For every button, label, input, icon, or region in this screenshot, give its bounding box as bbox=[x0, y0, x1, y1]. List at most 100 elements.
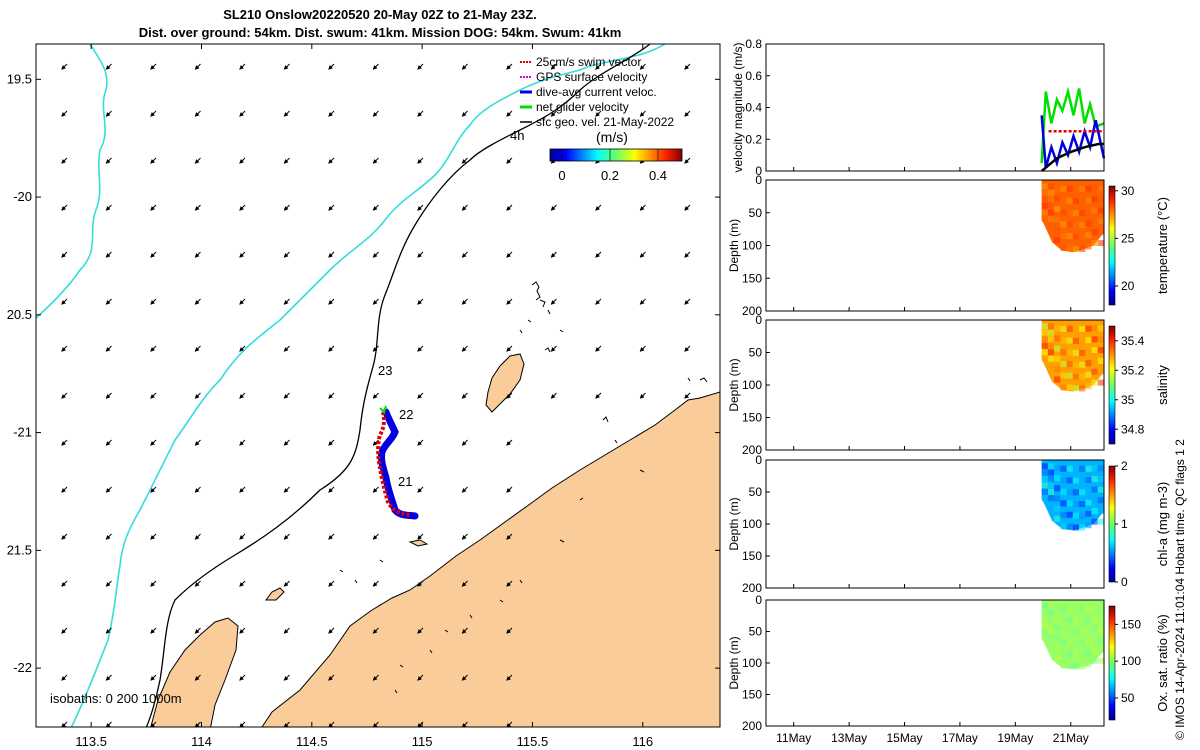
section-cell bbox=[1066, 651, 1073, 657]
velocity-arrowhead bbox=[61, 206, 66, 211]
velocity-arrowhead bbox=[105, 582, 111, 587]
velocity-arrowhead bbox=[461, 159, 467, 164]
section-cell bbox=[1054, 505, 1061, 512]
colorbar-tick-label: 35.2 bbox=[1121, 363, 1145, 377]
velocity-arrowhead bbox=[461, 676, 467, 681]
land-small-islets bbox=[339, 281, 708, 694]
section-cell bbox=[1066, 337, 1073, 344]
velocity-arrowhead bbox=[194, 676, 200, 681]
velocity-arrowhead bbox=[105, 159, 111, 164]
velocity-arrowhead bbox=[461, 65, 467, 70]
velocity-arrowhead bbox=[328, 347, 333, 352]
section-cell bbox=[1054, 634, 1061, 641]
section-cell bbox=[1085, 337, 1092, 344]
section-cell bbox=[1091, 465, 1098, 472]
depth-y-tick-label: 200 bbox=[742, 443, 762, 457]
section-cell bbox=[1066, 244, 1073, 251]
depth-y-tick-label: 50 bbox=[749, 346, 763, 360]
section-cell bbox=[1097, 476, 1104, 482]
velocity-arrowhead bbox=[461, 629, 467, 634]
section-cell bbox=[1085, 243, 1092, 250]
velocity-arrowhead bbox=[150, 629, 155, 634]
velocity-arrowhead bbox=[105, 441, 111, 446]
velocity-arrowhead bbox=[639, 65, 645, 70]
section-cell bbox=[1085, 220, 1092, 227]
velocity-arrowhead bbox=[61, 488, 66, 493]
section-cell bbox=[1079, 361, 1086, 368]
section-cell bbox=[1041, 323, 1048, 330]
velocity-arrowhead bbox=[194, 394, 200, 399]
velocity-arrowhead bbox=[684, 206, 689, 211]
section-cell bbox=[1097, 636, 1104, 643]
section-cell bbox=[1079, 465, 1086, 472]
depth-y-tick-label: 150 bbox=[742, 688, 762, 702]
time-label-22: 22 bbox=[399, 407, 413, 422]
velocity-y-tick-label: 0.8 bbox=[745, 37, 762, 51]
velocity-arrowhead bbox=[506, 394, 511, 399]
velocity-arrowhead bbox=[417, 300, 422, 305]
map-colorbar bbox=[549, 148, 683, 162]
velocity-arrowhead bbox=[506, 159, 511, 164]
section-cell bbox=[1079, 373, 1086, 380]
velocity-arrowhead bbox=[506, 676, 511, 681]
section-cell bbox=[1054, 376, 1061, 383]
section-cell bbox=[1060, 465, 1067, 472]
velocity-arrowhead bbox=[684, 394, 689, 399]
section-cell bbox=[1097, 336, 1104, 343]
velocity-arrowhead bbox=[639, 206, 645, 211]
velocity-arrowhead bbox=[461, 347, 467, 352]
velocity-arrowhead bbox=[595, 253, 600, 258]
velocity-arrowhead bbox=[61, 535, 66, 540]
colorbar-tick-label: 0 bbox=[1121, 575, 1128, 589]
map-colorbar-label: (m/s) bbox=[596, 129, 628, 145]
velocity-arrowhead bbox=[150, 441, 155, 446]
section-cell bbox=[1091, 229, 1098, 236]
section-cell bbox=[1054, 605, 1061, 611]
velocity-arrowhead bbox=[417, 112, 422, 117]
section-cell bbox=[1079, 246, 1086, 252]
velocity-arrowhead bbox=[372, 535, 378, 540]
section-cell bbox=[1079, 198, 1086, 204]
velocity-arrowhead bbox=[328, 535, 333, 540]
velocity-arrowhead bbox=[372, 347, 378, 352]
velocity-arrowhead bbox=[283, 488, 289, 493]
panel-frame bbox=[765, 179, 1105, 312]
section-cell bbox=[1060, 325, 1067, 332]
section-cell bbox=[1085, 661, 1092, 668]
velocity-arrowhead bbox=[684, 300, 689, 305]
section-cell bbox=[1091, 325, 1098, 332]
section-cell bbox=[1072, 512, 1079, 519]
velocity-y-tick-label: 0 bbox=[755, 164, 762, 178]
time-tick-label: 21May bbox=[1053, 731, 1089, 745]
depth-y-tick-label: 0 bbox=[755, 313, 762, 327]
velocity-arrowhead bbox=[417, 347, 422, 352]
section-cell bbox=[1085, 371, 1092, 378]
velocity-arrowhead bbox=[461, 300, 467, 305]
velocity-series-line bbox=[1040, 115, 1106, 169]
section-cell bbox=[1085, 348, 1092, 355]
section-cell bbox=[1041, 463, 1048, 470]
figure-title-line-1: SL210 Onslow20220520 20-May 02Z to 21-Ma… bbox=[223, 7, 537, 22]
section-cell bbox=[1066, 233, 1073, 240]
velocity-arrowhead bbox=[506, 441, 511, 446]
velocity-arrowhead bbox=[417, 253, 422, 258]
section-cell bbox=[1085, 510, 1092, 517]
velocity-arrowhead bbox=[61, 676, 66, 681]
section-cell bbox=[1079, 210, 1086, 216]
section-cell bbox=[1097, 508, 1104, 514]
section-cell bbox=[1079, 326, 1086, 332]
section-cell bbox=[1047, 209, 1055, 216]
section-cell bbox=[1066, 465, 1073, 472]
time-label-23: 23 bbox=[378, 363, 392, 378]
section-cell bbox=[1072, 222, 1079, 228]
colorbar-tick-label: 1 bbox=[1121, 517, 1128, 531]
panel-oxygen: 0 50 100 150 200 Depth (m) 50 100 150 Ox. sat. ra… bbox=[727, 593, 1170, 733]
velocity-arrowhead bbox=[239, 676, 244, 681]
section-cell bbox=[1066, 500, 1073, 507]
section-cell bbox=[1054, 515, 1061, 522]
velocity-arrowhead bbox=[372, 441, 378, 446]
section-cell bbox=[1060, 488, 1067, 495]
velocity-arrowhead bbox=[550, 253, 556, 258]
